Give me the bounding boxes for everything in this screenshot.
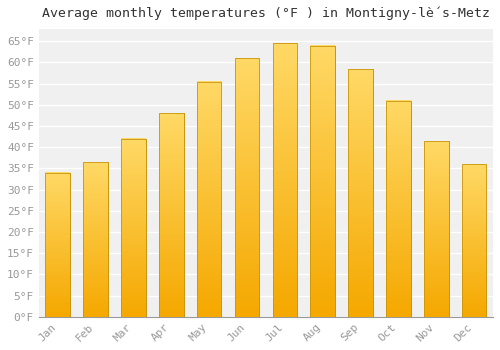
Title: Average monthly temperatures (°F ) in Montigny-lè́s-Metz: Average monthly temperatures (°F ) in Mo… <box>42 7 490 20</box>
Bar <box>424 141 448 317</box>
Bar <box>310 46 335 317</box>
Bar <box>121 139 146 317</box>
Bar <box>46 173 70 317</box>
Bar <box>159 113 184 317</box>
Bar <box>46 173 70 317</box>
Bar <box>462 164 486 317</box>
Bar <box>121 139 146 317</box>
Bar <box>234 58 260 317</box>
Bar <box>462 164 486 317</box>
Bar <box>348 69 373 317</box>
Bar <box>197 82 222 317</box>
Bar <box>310 46 335 317</box>
Bar <box>272 43 297 317</box>
Bar <box>197 82 222 317</box>
Bar <box>234 58 260 317</box>
Bar <box>84 162 108 317</box>
Bar <box>386 100 410 317</box>
Bar <box>348 69 373 317</box>
Bar <box>272 43 297 317</box>
Bar <box>84 162 108 317</box>
Bar <box>386 100 410 317</box>
Bar <box>159 113 184 317</box>
Bar <box>424 141 448 317</box>
